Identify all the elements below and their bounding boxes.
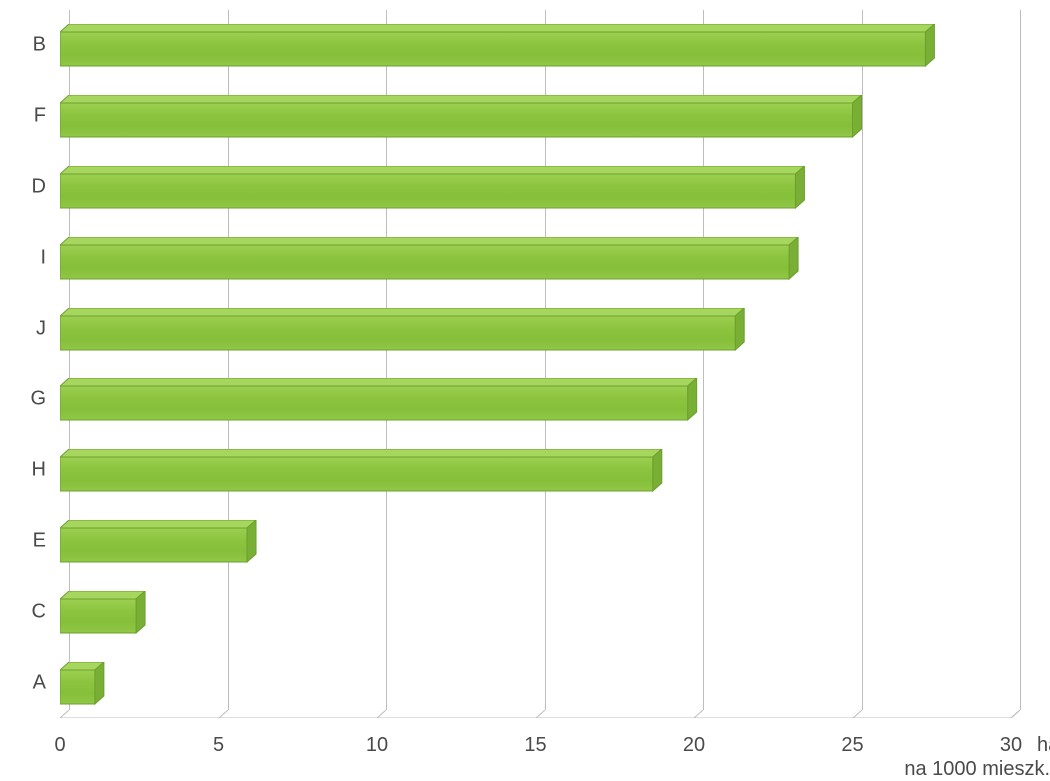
y-tick-label: H: [32, 459, 60, 482]
x-tick-label: 30: [1000, 718, 1022, 757]
x-tick-label: 25: [841, 718, 863, 757]
bar-chart: 0 5 10 15 20 25 30 hana 1000 mieszk.: [0, 0, 1050, 779]
x-tick-label: 10: [366, 718, 388, 757]
x-axis-unit: ha: [1037, 734, 1050, 757]
plot-area: 0 5 10 15 20 25 30hana 1000 mieszk.: [60, 10, 1020, 718]
gridline: [862, 10, 871, 718]
y-tick-label: B: [33, 34, 60, 57]
y-tick-label: G: [30, 388, 60, 411]
y-tick-label: F: [34, 105, 60, 128]
x-tick-label: 15: [524, 718, 546, 757]
bar: [60, 378, 697, 420]
x-axis-unit-sub: na 1000 mieszk.: [904, 758, 1050, 781]
x-tick-label: 20: [683, 718, 705, 757]
y-tick-label: E: [33, 530, 60, 553]
bar: [60, 449, 662, 491]
bar: [60, 95, 862, 137]
y-tick-label: J: [36, 317, 60, 340]
x-tick-label: 5: [213, 718, 224, 757]
bar: [60, 591, 145, 633]
bar: [60, 520, 256, 562]
bar: [60, 24, 934, 66]
bar: [60, 166, 804, 208]
bar: [60, 308, 744, 350]
y-tick-label: C: [32, 600, 60, 623]
y-tick-label: A: [33, 671, 60, 694]
x-tick-label: 0: [54, 718, 65, 757]
bar: [60, 662, 104, 704]
y-tick-label: I: [40, 246, 60, 269]
bar: [60, 237, 798, 279]
y-tick-label: D: [32, 176, 60, 199]
gridline: [1020, 10, 1029, 718]
